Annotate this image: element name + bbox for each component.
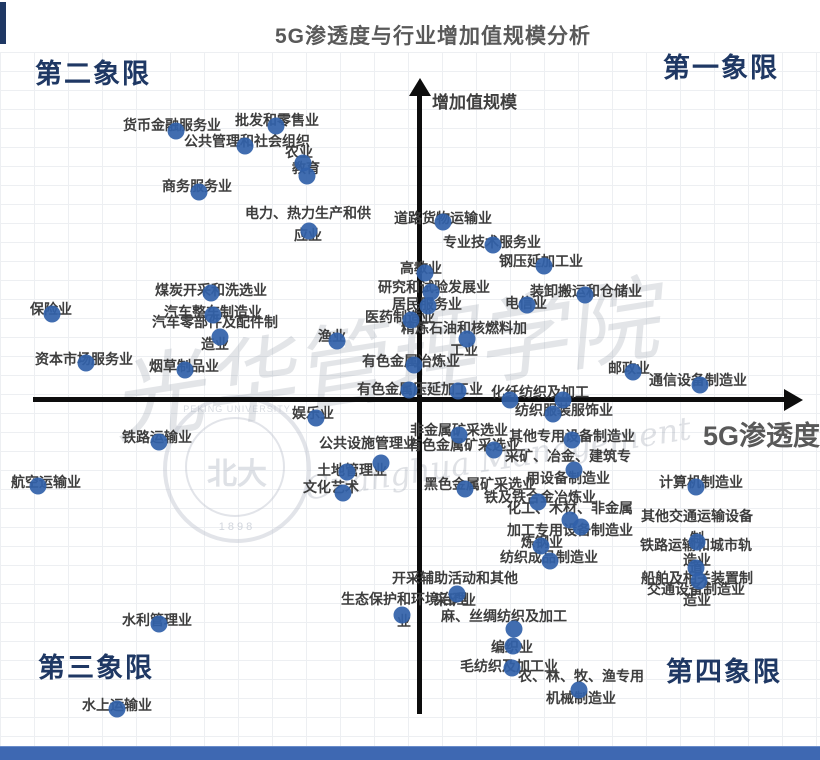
scatter-dot xyxy=(434,213,452,231)
scatter-dot xyxy=(529,493,547,511)
scatter-dot xyxy=(485,441,503,459)
scatter-dot xyxy=(505,620,523,638)
scatter-dot xyxy=(294,154,312,172)
scatter-dot xyxy=(570,681,588,699)
scatter-dot xyxy=(416,264,434,282)
scatter-dot xyxy=(190,183,208,201)
x-axis-line xyxy=(33,397,785,402)
scatter-dot xyxy=(307,409,325,427)
scatter-dot xyxy=(338,463,356,481)
scatter-dot xyxy=(393,606,411,624)
scatter-dot xyxy=(501,391,519,409)
scatter-dot xyxy=(300,222,318,240)
scatter-dot xyxy=(211,328,229,346)
scatter-dot xyxy=(458,330,476,348)
x-axis-arrow-icon xyxy=(784,389,803,411)
scatter-dot xyxy=(450,426,468,444)
scatter-dot xyxy=(448,585,466,603)
scatter-dot xyxy=(691,376,709,394)
quadrant-3-label: 第三象限 xyxy=(38,653,154,683)
scatter-dot xyxy=(532,537,550,555)
scatter-dot xyxy=(688,533,706,551)
scatter-dot xyxy=(624,363,642,381)
scatter-dot xyxy=(504,637,522,655)
scatter-dot xyxy=(554,391,572,409)
scatter-dot xyxy=(576,286,594,304)
scatter-dot xyxy=(563,431,581,449)
scatter-dot xyxy=(484,236,502,254)
scatter-dot xyxy=(236,137,254,155)
quadrant-2-label: 第二象限 xyxy=(35,59,151,89)
y-axis-label: 增加值规模 xyxy=(432,93,517,112)
scatter-dot xyxy=(422,283,440,301)
scatter-dot xyxy=(150,615,168,633)
scatter-dot xyxy=(535,257,553,275)
scatter-dot xyxy=(176,361,194,379)
scatter-dot xyxy=(29,477,47,495)
scatter-dot xyxy=(108,700,126,718)
scatter-dot xyxy=(503,659,521,677)
scatter-dot xyxy=(541,552,559,570)
scatter-dot xyxy=(405,356,423,374)
scatter-dot xyxy=(372,454,390,472)
scatter-dot xyxy=(687,478,705,496)
scatter-dot xyxy=(204,306,222,324)
scatter-dot xyxy=(402,311,420,329)
scatter-dot xyxy=(202,284,220,302)
y-axis-arrow-icon xyxy=(409,78,431,96)
footer-bar xyxy=(0,746,820,760)
quadrant-4-label: 第四象限 xyxy=(666,657,782,687)
data-point-label: 公共设施管理业 xyxy=(319,435,417,451)
scatter-dot xyxy=(572,518,590,536)
x-axis-label: 5G渗透度 xyxy=(703,421,820,451)
scatter-dot xyxy=(150,433,168,451)
scatter-dot xyxy=(419,297,437,315)
data-point-label: 麻、丝绸纺织及加工 xyxy=(441,608,567,624)
scatter-dot xyxy=(456,480,474,498)
scatter-dot xyxy=(298,167,316,185)
scatter-dot xyxy=(267,117,285,135)
data-point-label: 纺织服装服饰业 xyxy=(515,402,613,418)
y-axis-line xyxy=(417,94,422,714)
scatter-dot xyxy=(334,484,352,502)
scatter-dot xyxy=(544,405,562,423)
data-point-label: 采矿、冶金、建筑专 用设备制造业 xyxy=(505,448,631,486)
scatter-dot xyxy=(167,122,185,140)
chart-title: 5G渗透度与行业增加值规模分析 xyxy=(274,25,592,48)
scatter-dot xyxy=(400,381,418,399)
window-edge-artifact xyxy=(0,2,6,44)
scatter-dot xyxy=(690,572,708,590)
quadrant-1-label: 第一象限 xyxy=(663,53,779,83)
scatter-dot xyxy=(518,296,536,314)
scatter-dot xyxy=(328,332,346,350)
scatter-dot xyxy=(687,559,705,577)
data-point-label: 黑色金属矿采选业 xyxy=(424,476,536,492)
data-point-label: 化工、木材、非金属 加工专用设备制造业 xyxy=(507,500,633,538)
scatter-dot xyxy=(77,354,95,372)
scatter-dot xyxy=(565,461,583,479)
data-point-label: 航空运输业 xyxy=(11,474,81,490)
scatter-dot xyxy=(449,382,467,400)
scatter-dot xyxy=(43,305,61,323)
